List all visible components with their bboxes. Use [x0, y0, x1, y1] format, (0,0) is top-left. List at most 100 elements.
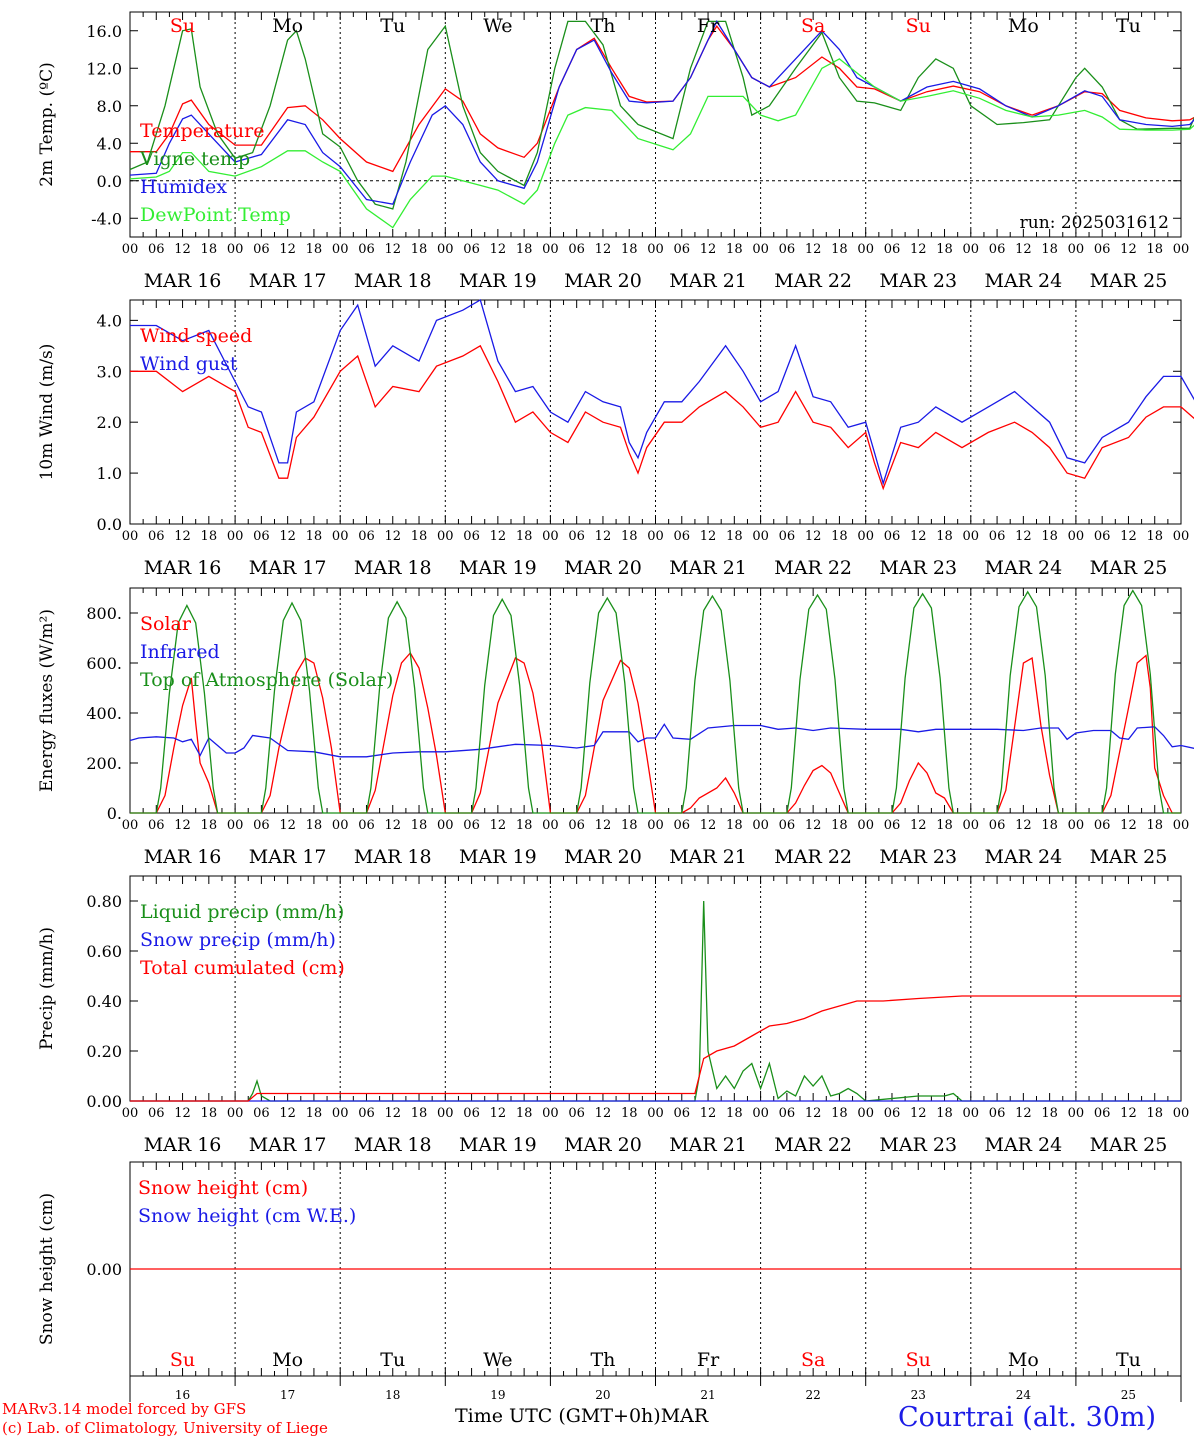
hour-tick-label: 18	[306, 1106, 323, 1121]
hour-tick-label: 12	[910, 1106, 927, 1121]
legend-entry: DewPoint Temp	[140, 204, 291, 226]
hour-tick-label: 12	[279, 1106, 296, 1121]
legend-entry: Wind gust	[140, 353, 238, 375]
hour-tick-label: 00	[857, 529, 874, 544]
legend-entry: Snow precip (mm/h)	[140, 929, 336, 951]
hour-tick-label: 12	[1120, 1106, 1137, 1121]
hour-tick-label: 18	[621, 818, 638, 833]
date-label: MAR 19	[459, 557, 537, 579]
date-label: MAR 17	[249, 846, 327, 868]
hour-tick-label: 00	[332, 1106, 349, 1121]
hour-tick-label: 12	[1120, 242, 1137, 257]
hour-tick-label: 12	[1015, 529, 1032, 544]
hour-tick-label: 12	[805, 1106, 822, 1121]
weekday-label-bottom: Mo	[1008, 1349, 1039, 1371]
hour-tick-label: 00	[963, 1106, 980, 1121]
hour-tick-label: 18	[621, 529, 638, 544]
legend-entry: Snow height (cm W.E.)	[138, 1205, 356, 1227]
y-tick-label: 0.0	[97, 172, 122, 191]
day-number-label: 22	[806, 1388, 821, 1402]
y-tick-label: 800.	[86, 604, 122, 623]
hour-tick-label: 12	[595, 529, 612, 544]
x-axis-month: MAR	[660, 1405, 709, 1427]
hour-tick-label: 18	[936, 1106, 953, 1121]
date-label: MAR 18	[354, 1134, 432, 1156]
day-number-label: 19	[490, 1388, 505, 1402]
hour-tick-label: 00	[752, 1106, 769, 1121]
date-label: MAR 21	[669, 1134, 747, 1156]
hour-tick-label: 12	[1120, 818, 1137, 833]
hour-tick-label: 06	[568, 1106, 585, 1121]
day-number-label: 24	[1016, 1388, 1032, 1402]
date-label: MAR 24	[984, 270, 1062, 292]
hour-tick-label: 06	[674, 242, 691, 257]
hour-tick-label: 06	[358, 529, 375, 544]
hour-tick-label: 06	[463, 242, 480, 257]
legend-entry: Infrared	[140, 641, 220, 663]
hour-tick-label: 00	[857, 1106, 874, 1121]
hour-tick-label: 00	[752, 529, 769, 544]
date-label: MAR 17	[249, 1134, 327, 1156]
hour-tick-label: 06	[463, 818, 480, 833]
hour-tick-label: 06	[1094, 242, 1111, 257]
weekday-label-top: Mo	[272, 15, 303, 37]
hour-tick-label: 06	[148, 242, 165, 257]
hour-tick-label: 06	[1094, 818, 1111, 833]
hour-tick-label: 00	[122, 529, 139, 544]
y-tick-label: 0.00	[86, 1092, 122, 1111]
hour-tick-label: 12	[490, 529, 507, 544]
hour-tick-label: 12	[384, 818, 401, 833]
hour-tick-label: 06	[884, 1106, 901, 1121]
date-label: MAR 23	[879, 846, 957, 868]
hour-tick-label: 12	[384, 1106, 401, 1121]
series-line-total-cumulated-cm-	[130, 995, 1181, 1102]
hour-tick-label: 00	[437, 529, 454, 544]
hour-tick-label: 06	[884, 242, 901, 257]
hour-tick-label: 06	[674, 1106, 691, 1121]
date-label: MAR 20	[564, 1134, 642, 1156]
y-tick-label: 4.0	[97, 311, 122, 330]
date-label: MAR 25	[1090, 270, 1168, 292]
y-tick-label: 400.	[86, 704, 122, 723]
hour-tick-label: 00	[332, 529, 349, 544]
hour-tick-label: 00	[227, 242, 244, 257]
hour-tick-label: 12	[384, 529, 401, 544]
date-label: MAR 19	[459, 270, 537, 292]
station-name: Courtrai (alt. 30m)	[898, 1402, 1157, 1433]
hour-tick-label: 18	[936, 818, 953, 833]
hour-tick-label: 06	[568, 529, 585, 544]
series-line-infrared	[129, 723, 1194, 758]
date-label: MAR 18	[354, 270, 432, 292]
weekday-label-bottom: We	[483, 1349, 512, 1371]
hour-tick-label: 00	[227, 818, 244, 833]
y-axis-title: Snow height (cm)	[37, 1193, 57, 1345]
model-credit: MARv3.14 model forced by GFS	[2, 1400, 247, 1418]
hour-tick-label: 18	[621, 242, 638, 257]
date-label: MAR 16	[144, 846, 222, 868]
run-annotation: run: 2025031612	[1020, 213, 1169, 233]
hour-tick-label: 00	[1173, 242, 1190, 257]
day-number-label: 18	[385, 1388, 400, 1402]
hour-tick-label: 06	[779, 1106, 796, 1121]
hour-tick-label: 06	[358, 242, 375, 257]
hour-tick-label: 12	[174, 818, 191, 833]
hour-tick-label: 12	[700, 818, 717, 833]
hour-tick-label: 12	[700, 242, 717, 257]
hour-tick-label: 12	[174, 529, 191, 544]
date-label: MAR 22	[774, 270, 852, 292]
weekday-label-top: Su	[906, 15, 931, 37]
series-line-wind-gust	[130, 299, 1194, 486]
legend-entry: Temperature	[140, 120, 264, 142]
hour-tick-label: 12	[490, 1106, 507, 1121]
date-label: MAR 24	[984, 846, 1062, 868]
date-label: MAR 25	[1090, 1134, 1168, 1156]
y-axis-title: Precip (mm/h)	[37, 927, 57, 1050]
hour-tick-label: 00	[227, 529, 244, 544]
date-label: MAR 21	[669, 846, 747, 868]
date-label: MAR 20	[564, 846, 642, 868]
y-tick-label: 0.	[107, 804, 122, 823]
date-label: MAR 24	[984, 1134, 1062, 1156]
hour-tick-label: 06	[674, 529, 691, 544]
date-label: MAR 24	[984, 557, 1062, 579]
